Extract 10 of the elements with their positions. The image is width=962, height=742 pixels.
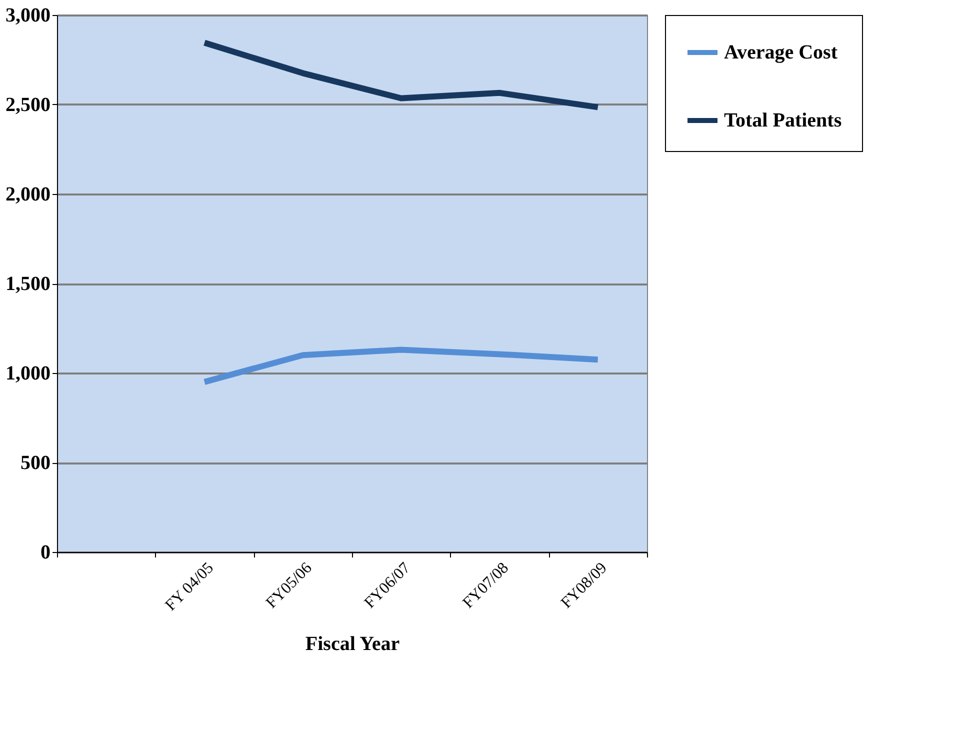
y-tick-label: 0	[40, 542, 50, 564]
y-tick-label: 1,500	[6, 273, 50, 295]
legend-label: Average Cost	[724, 42, 838, 64]
y-tick-label: 2,000	[6, 184, 50, 206]
y-tick-label: 1,000	[6, 362, 50, 384]
x-axis-title: Fiscal Year	[305, 632, 400, 655]
y-tick-label: 2,500	[6, 94, 50, 116]
y-tick-label: 3,000	[6, 4, 50, 26]
y-tick-label: 500	[20, 452, 50, 474]
legend-label: Total Patients	[724, 110, 842, 132]
